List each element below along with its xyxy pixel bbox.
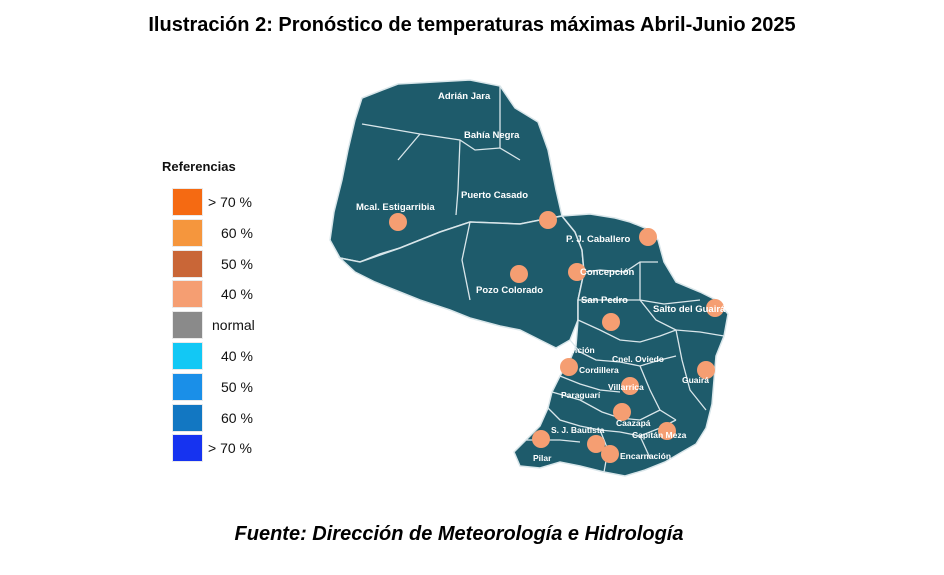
label-puerto-casado: Puerto Casado [461,190,528,201]
department-borders [361,86,725,473]
marker-salto-del-guaira [706,299,724,317]
label-caazapa: Caazapá [616,418,651,428]
label-guaira: Guairá [682,375,709,385]
legend-label: > 70 % [208,440,252,457]
marker-pozo-colorado [510,265,528,283]
marker-concepcion [568,263,586,281]
legend-title: Referencias [162,159,236,174]
label-pilar: Pilar [533,453,552,463]
label-sj-bautista: S. J. Bautista [551,425,605,435]
marker-sj-bautista [587,435,605,453]
legend-swatch [172,188,203,216]
marker-pj-caballero [639,228,657,246]
label-pozo-colorado: Pozo Colorado [476,285,543,296]
label-concepcion: Concepción [580,267,635,278]
marker-san-pedro [602,313,620,331]
legend-swatch [172,434,203,463]
label-asuncion: Asunción [556,345,595,355]
legend-swatch [172,249,203,278]
marker-mcal-estigarribia [389,213,407,231]
legend-label: 60 % [221,224,253,241]
marker-ciudad-del-este [697,361,715,379]
legend-swatch [172,403,203,432]
marker-caazapa [613,403,631,421]
figure-source: Fuente: Dirección de Meteorología e Hidr… [234,523,684,545]
label-encarnacion: Encarnación [620,451,671,461]
label-cnel-oviedo: Cnel. Oviedo [612,354,664,364]
figure-title: Ilustración 2: Pronóstico de temperatura… [148,14,796,36]
label-pj-caballero: P. J. Caballero [566,234,630,245]
label-paraguari: Paraguarí [561,390,601,400]
marker-villarrica [621,377,639,395]
marker-pilar [532,430,550,448]
legend-label: normal [212,317,255,334]
legend-label: 50 % [221,378,253,395]
marker-encarnacion [601,445,619,463]
legend-swatch [172,218,203,247]
legend-label: 40 % [221,286,253,303]
legend-label: 40 % [221,348,253,364]
label-capitan-meza: Capitán Meza [632,430,687,440]
marker-asuncion [560,358,578,376]
label-adrian-jara: Adrián Jara [438,91,491,102]
legend-label: 50 % [221,255,253,272]
label-villarrica: Villarrica [608,382,644,392]
forecast-markers [389,211,724,463]
label-mcal-estigarribia: Mcal. Estigarribia [356,202,435,213]
map-labels: Adrián Jara Bahía Negra Puerto Casado Mc… [356,91,726,463]
legend-label: 60 % [221,409,253,426]
region-oriental [513,213,729,477]
label-cordillera: Cordillera [579,365,619,375]
legend-swatch [172,342,203,370]
label-san-pedro: San Pedro [581,295,628,306]
marker-puerto-casado [539,211,557,229]
legend-swatch [172,311,203,340]
marker-capitan-meza [658,422,676,440]
legend-swatch [172,372,203,401]
legend-label: > 70 % [208,194,252,210]
label-bahia-negra: Bahía Negra [464,130,520,141]
legend-swatch [172,280,203,309]
label-salto-del-guaira: Salto del Guairá [653,304,726,315]
